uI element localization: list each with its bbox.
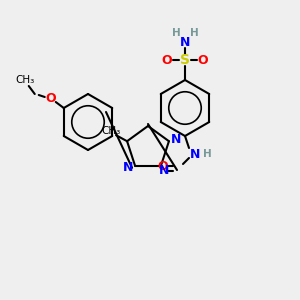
Text: N: N [123, 161, 133, 174]
Text: CH₃: CH₃ [101, 126, 121, 136]
Text: H: H [190, 28, 198, 38]
Text: N: N [190, 148, 200, 160]
Text: N: N [171, 133, 181, 146]
Text: S: S [180, 53, 190, 67]
Text: H: H [202, 149, 211, 159]
Text: O: O [158, 160, 168, 172]
Text: O: O [198, 53, 208, 67]
Text: O: O [45, 92, 56, 104]
Text: O: O [162, 53, 172, 67]
Text: CH₃: CH₃ [15, 75, 34, 85]
Text: H: H [172, 28, 180, 38]
Text: N: N [180, 35, 190, 49]
Text: N: N [159, 164, 169, 177]
